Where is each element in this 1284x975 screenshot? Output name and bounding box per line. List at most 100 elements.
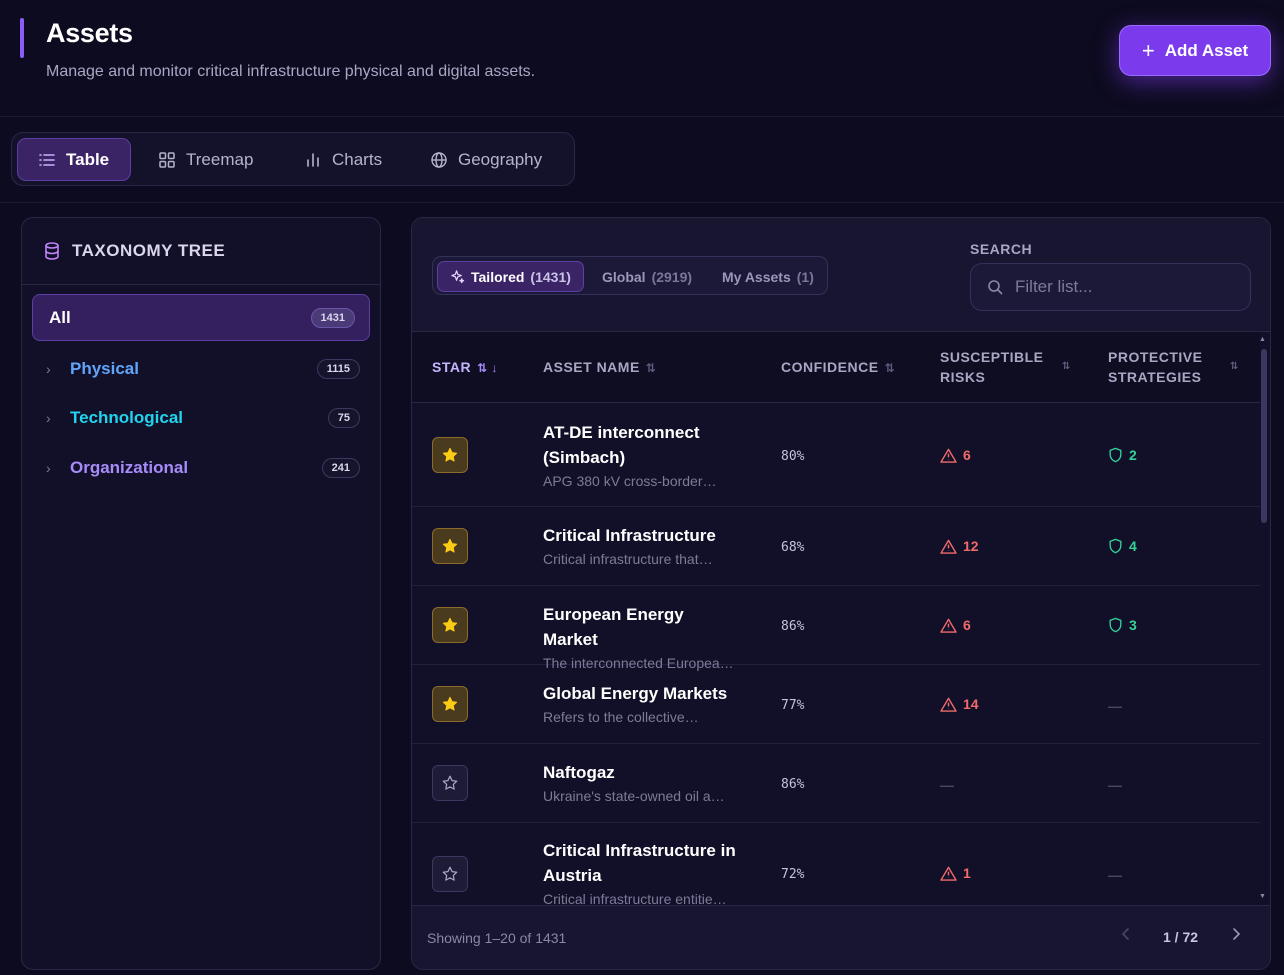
asset-name: AT-DE interconnect (Simbach) [543, 423, 700, 467]
scroll-down-icon[interactable]: ▼ [1259, 893, 1266, 900]
star-toggle[interactable] [432, 686, 468, 722]
tab-table[interactable]: Table [17, 138, 131, 181]
tab-charts[interactable]: Charts [284, 138, 402, 181]
risk-count[interactable]: 6 [940, 617, 971, 633]
grid-icon [159, 151, 175, 168]
star-toggle[interactable] [432, 765, 468, 801]
risk-count-empty: — [940, 777, 954, 793]
column-star[interactable]: STAR ⇅ ↓ [432, 357, 498, 378]
filter-global[interactable]: Global (2919) [590, 261, 704, 292]
next-page-button[interactable] [1230, 926, 1242, 947]
sort-icon: ⇅ [1230, 361, 1239, 372]
tree-item-all[interactable]: All 1431 [32, 294, 370, 341]
tree-item-physical-label: Physical [70, 359, 139, 378]
tree-item-organizational-label: Organizational [70, 458, 189, 477]
scroll-up-icon[interactable]: ▲ [1259, 336, 1266, 343]
risk-count-value: 6 [963, 447, 971, 463]
warning-icon [940, 866, 957, 881]
tree-item-organizational[interactable]: › Organizational 241 [32, 448, 370, 488]
table-row[interactable]: Global Energy Markets Refers to the coll… [412, 665, 1260, 744]
filter-my-assets[interactable]: My Assets (1) [710, 261, 826, 292]
tab-treemap[interactable]: Treemap [138, 138, 273, 181]
asset-name: Critical Infrastructure in Austria [543, 841, 736, 885]
page-title: Assets [46, 18, 133, 48]
scope-filter: Tailored (1431) Global (2919) My Assets … [432, 256, 828, 295]
risk-count-value: 12 [963, 538, 979, 554]
filter-tailored[interactable]: Tailored (1431) [437, 261, 584, 292]
tree-item-physical[interactable]: › Physical 1115 [32, 349, 370, 389]
table-toolbar: Tailored (1431) Global (2919) My Assets … [412, 218, 1270, 332]
column-protective-strategies[interactable]: PROTECTIVE STRATEGIES ⇅ [1108, 347, 1238, 387]
showing-count: Showing 1–20 of 1431 [427, 930, 567, 946]
search-icon [988, 280, 1003, 295]
strategy-count-value: 3 [1129, 617, 1137, 633]
table-row[interactable]: Critical Infrastructure Critical infrast… [412, 507, 1260, 586]
filter-my-assets-label: My Assets [722, 268, 791, 285]
warning-icon [940, 697, 957, 712]
risk-count[interactable]: 6 [940, 447, 971, 463]
risk-count-value: 14 [963, 696, 979, 712]
column-susceptible-risks[interactable]: SUSCEPTIBLE RISKS ⇅ [940, 347, 1070, 387]
risk-count[interactable]: 12 [940, 538, 979, 554]
table-row[interactable]: Critical Infrastructure in Austria Criti… [412, 823, 1260, 905]
confidence-value: 80% [781, 449, 805, 464]
column-asset-name[interactable]: ASSET NAME ⇅ [543, 357, 656, 378]
sort-desc-icon: ⇅ ↓ [477, 361, 498, 375]
risk-count[interactable]: 14 [940, 696, 979, 712]
star-toggle[interactable] [432, 607, 468, 643]
add-asset-button[interactable]: + Add Asset [1119, 25, 1271, 76]
search-box[interactable] [970, 263, 1251, 311]
table-body: AT-DE interconnect (Simbach) APG 380 kV … [412, 403, 1260, 905]
risk-count[interactable]: 1 [940, 865, 971, 881]
sort-icon: ⇅ [1062, 361, 1071, 372]
chevron-right-icon[interactable]: › [46, 460, 51, 476]
star-toggle[interactable] [432, 528, 468, 564]
filter-tailored-count: (1431) [530, 268, 571, 285]
asset-name-cell[interactable]: Critical Infrastructure in Austria Criti… [543, 838, 743, 905]
database-icon [45, 242, 59, 260]
column-risks-label-1: SUSCEPTIBLE [940, 349, 1044, 365]
table-scrollbar[interactable] [1260, 332, 1270, 905]
table-row[interactable]: AT-DE interconnect (Simbach) APG 380 kV … [412, 403, 1260, 507]
strategy-count-empty: — [1108, 777, 1122, 793]
star-toggle[interactable] [432, 437, 468, 473]
shield-icon [1109, 447, 1122, 463]
chevron-right-icon[interactable]: › [46, 361, 51, 377]
asset-name-cell[interactable]: European Energy Market The interconnecte… [543, 602, 743, 674]
taxonomy-tree-header: TAXONOMY TREE [22, 218, 380, 285]
asset-name-cell[interactable]: Global Energy Markets Refers to the coll… [543, 681, 743, 728]
column-strategies-label-2: STRATEGIES [1108, 369, 1202, 385]
globe-icon [431, 151, 447, 168]
asset-description: Ukraine's state-owned oil a… [543, 788, 725, 804]
tab-treemap-label: Treemap [186, 149, 254, 169]
column-confidence[interactable]: CONFIDENCE ⇅ [781, 357, 895, 378]
asset-name-cell[interactable]: Naftogaz Ukraine's state-owned oil a… [543, 760, 743, 807]
filter-my-assets-count: (1) [796, 268, 814, 285]
chevron-right-icon[interactable]: › [46, 410, 51, 426]
filter-tailored-label: Tailored [471, 268, 525, 285]
shield-icon [1109, 538, 1122, 554]
asset-name-cell[interactable]: Critical Infrastructure Critical infrast… [543, 523, 743, 570]
column-risks-label-2: RISKS [940, 369, 986, 385]
asset-description: Refers to the collective… [543, 709, 699, 725]
star-filled-icon [442, 617, 458, 632]
risk-count-value: 6 [963, 617, 971, 633]
strategy-count[interactable]: 2 [1108, 447, 1137, 463]
taxonomy-tree-title: TAXONOMY TREE [72, 241, 226, 260]
scrollbar-thumb[interactable] [1261, 349, 1267, 523]
search-input[interactable] [1015, 277, 1235, 297]
table-row[interactable]: European Energy Market The interconnecte… [412, 586, 1260, 671]
star-toggle[interactable] [432, 856, 468, 892]
strategy-count[interactable]: 4 [1108, 538, 1137, 554]
chevron-left-icon [1121, 928, 1129, 940]
prev-page-button[interactable] [1120, 926, 1132, 947]
tab-charts-label: Charts [332, 149, 383, 169]
table-row[interactable]: Naftogaz Ukraine's state-owned oil a… 86… [412, 744, 1260, 823]
warning-icon [940, 618, 957, 633]
asset-name-cell[interactable]: AT-DE interconnect (Simbach) APG 380 kV … [543, 420, 743, 492]
tab-geography[interactable]: Geography [410, 138, 562, 181]
asset-name: Global Energy Markets [543, 684, 728, 703]
strategy-count[interactable]: 3 [1108, 617, 1137, 633]
tree-item-technological[interactable]: › Technological 75 [32, 398, 370, 438]
tree-item-technological-count: 75 [327, 408, 360, 428]
